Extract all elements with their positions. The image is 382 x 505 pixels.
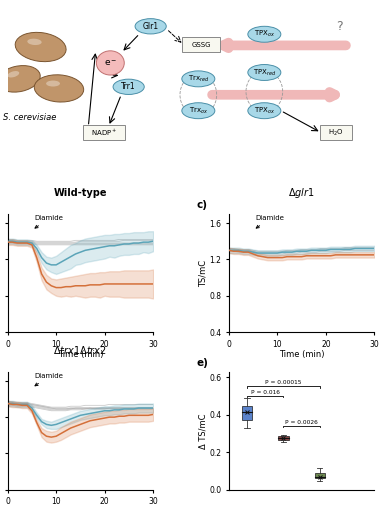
Bar [278,436,288,440]
Text: TPX$_{ox}$: TPX$_{ox}$ [254,106,275,116]
Ellipse shape [46,81,60,86]
Y-axis label: TS/mC: TS/mC [199,260,208,287]
Text: P = 0.0026: P = 0.0026 [285,420,318,425]
Text: Trr1: Trr1 [121,82,136,91]
FancyBboxPatch shape [320,125,352,140]
Text: Diamide: Diamide [34,215,63,228]
Text: e): e) [197,358,209,368]
Text: P = 0.00015: P = 0.00015 [265,380,302,385]
Text: Trx$_{red}$: Trx$_{red}$ [188,74,209,84]
Title: $\mathit{\Delta trx1\Delta trx2}$: $\mathit{\Delta trx1\Delta trx2}$ [53,343,107,356]
Title: Wild-type: Wild-type [53,188,107,198]
Ellipse shape [248,65,281,80]
Bar [315,473,325,478]
Text: e$^-$: e$^-$ [104,58,117,68]
Text: GSSG: GSSG [191,42,211,48]
Text: TPX$_{red}$: TPX$_{red}$ [253,67,276,78]
Text: P = 0.016: P = 0.016 [251,390,280,395]
Circle shape [96,51,124,75]
Text: Trx$_{ox}$: Trx$_{ox}$ [189,106,208,116]
Y-axis label: Δ TS/mC: Δ TS/mC [199,413,208,448]
Legend: WT, $\Delta trx1$ $\Delta trx2$, $\Delta glr1$: WT, $\Delta trx1$ $\Delta trx2$, $\Delta… [380,373,382,405]
X-axis label: Time (min): Time (min) [58,350,103,359]
FancyBboxPatch shape [182,37,220,52]
Text: TPX$_{ox}$: TPX$_{ox}$ [254,29,275,39]
Title: $\mathit{\Delta glr1}$: $\mathit{\Delta glr1}$ [288,186,315,200]
Text: H$_2$O: H$_2$O [328,128,344,138]
FancyBboxPatch shape [83,125,125,140]
X-axis label: Time (min): Time (min) [279,350,324,359]
Ellipse shape [248,103,281,119]
Ellipse shape [34,75,84,102]
Text: c): c) [197,200,208,210]
Text: ?: ? [336,20,343,33]
Text: Diamide: Diamide [34,373,63,386]
Ellipse shape [182,103,215,119]
Ellipse shape [15,32,66,62]
Ellipse shape [28,39,42,45]
Text: Diamide: Diamide [256,215,284,228]
Ellipse shape [0,66,40,92]
Text: NADP$^+$: NADP$^+$ [91,128,117,138]
Ellipse shape [135,19,166,34]
Ellipse shape [8,71,19,77]
Text: Glr1: Glr1 [142,22,159,31]
Ellipse shape [113,79,144,94]
Ellipse shape [248,26,281,42]
Bar [242,407,252,420]
Ellipse shape [182,71,215,87]
Text: S. cerevisiae: S. cerevisiae [3,113,56,122]
